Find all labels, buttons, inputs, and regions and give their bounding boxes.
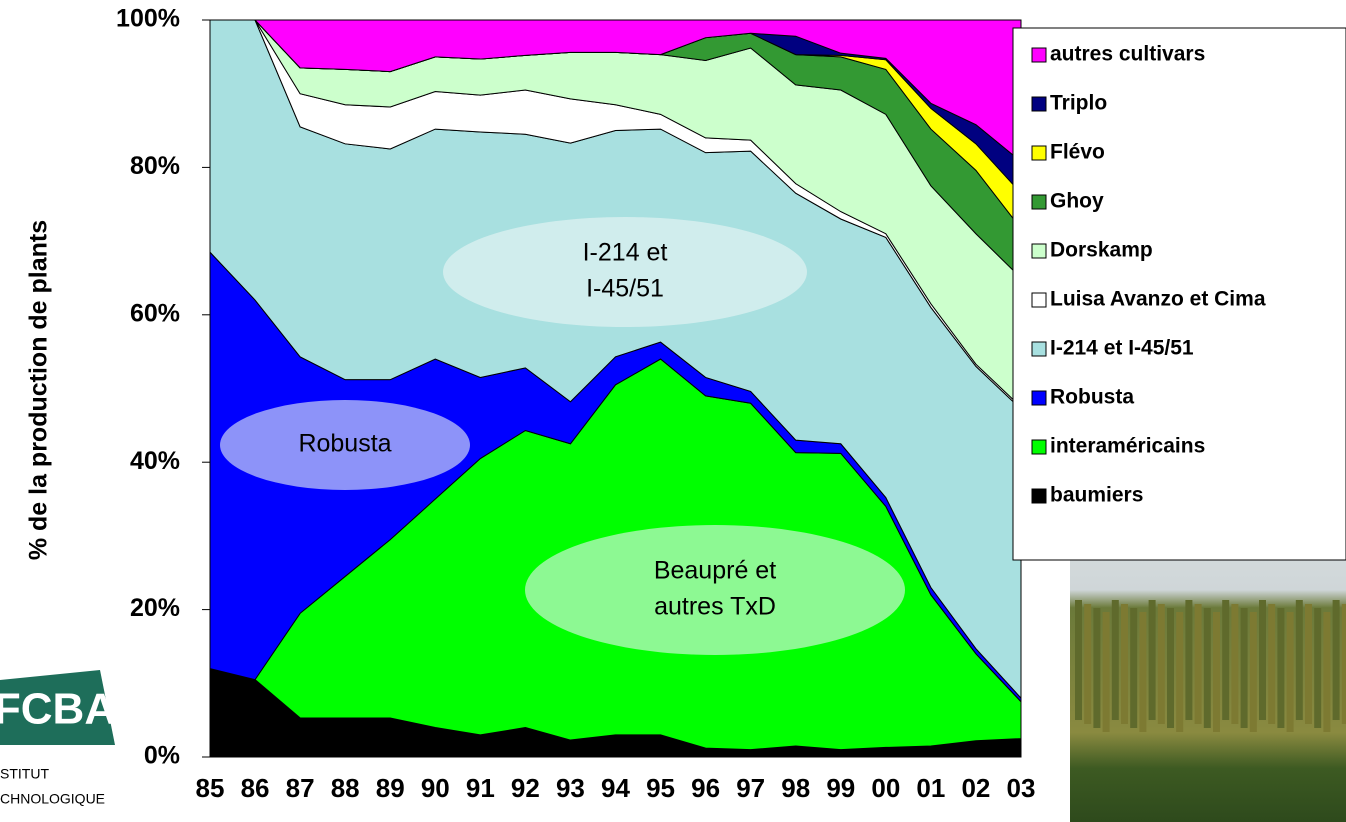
tree <box>1231 604 1239 724</box>
annotation: I-214 et <box>583 239 668 267</box>
tree <box>1314 608 1322 728</box>
x-tick-label: 89 <box>376 773 405 803</box>
tree <box>1194 604 1202 724</box>
tree <box>1157 604 1165 724</box>
tree <box>1295 600 1303 720</box>
legend <box>1012 27 1346 561</box>
tree <box>1332 600 1340 720</box>
x-tick-label: 91 <box>466 773 495 803</box>
legend-label: Luisa Avanzo et Cima <box>1050 288 1266 311</box>
y-tick-label: 60% <box>130 299 180 327</box>
x-tick-label: 94 <box>601 773 630 803</box>
tree <box>1268 604 1276 724</box>
legend-label: baumiers <box>1050 484 1143 507</box>
x-tick-label: 00 <box>871 773 900 803</box>
x-tick-label: 85 <box>196 773 225 803</box>
x-tick-label: 02 <box>961 773 990 803</box>
legend-label: interaméricains <box>1050 435 1205 458</box>
tree <box>1203 608 1211 728</box>
x-tick-label: 93 <box>556 773 585 803</box>
tree <box>1341 604 1346 724</box>
tree <box>1121 604 1128 724</box>
tree <box>1084 604 1092 724</box>
x-tick-label: 87 <box>286 773 315 803</box>
annotation-ellipse <box>220 400 470 490</box>
tree <box>1259 600 1266 720</box>
tree <box>1176 612 1184 732</box>
tree <box>1185 600 1193 720</box>
y-tick-label: 0% <box>144 742 180 770</box>
tree <box>1102 612 1110 732</box>
legend-label: Ghoy <box>1050 190 1104 213</box>
tree <box>1213 612 1220 732</box>
x-tick-label: 88 <box>331 773 360 803</box>
x-tick-label: 97 <box>736 773 765 803</box>
x-tick-label: 90 <box>421 773 450 803</box>
annotation-ellipse <box>443 217 807 327</box>
logo-line: CHNOLOGIQUE <box>0 791 105 807</box>
legend-swatch <box>1031 243 1047 259</box>
x-tick-label: 98 <box>781 773 810 803</box>
legend-label: Flévo <box>1050 141 1105 164</box>
x-tick-label: 95 <box>646 773 675 803</box>
legend-label: Dorskamp <box>1050 239 1153 262</box>
tree <box>1305 604 1312 724</box>
tree <box>1148 600 1156 720</box>
annotation-ellipse <box>525 525 905 655</box>
y-tick-label: 40% <box>130 447 180 475</box>
tree <box>1222 600 1230 720</box>
tree <box>1130 608 1138 728</box>
x-tick-label: 92 <box>511 773 540 803</box>
x-tick-label: 01 <box>916 773 945 803</box>
legend-swatch <box>1031 390 1047 406</box>
y-tick-label: 100% <box>116 5 180 33</box>
x-tick-label: 03 <box>1007 773 1036 803</box>
y-tick-label: 20% <box>130 594 180 622</box>
legend-swatch <box>1031 194 1047 210</box>
legend-swatch <box>1031 439 1047 455</box>
logo-shape <box>0 670 115 745</box>
annotation: Robusta <box>298 430 391 458</box>
tree <box>1277 608 1285 728</box>
legend-label: Robusta <box>1050 386 1134 409</box>
tree <box>1167 608 1174 728</box>
photo-trees <box>1075 600 1346 732</box>
tree <box>1075 600 1082 720</box>
legend-swatch <box>1031 47 1047 63</box>
annotation: I-45/51 <box>586 275 664 303</box>
tree <box>1093 608 1101 728</box>
y-tick-label: 80% <box>130 152 180 180</box>
legend-swatch <box>1031 96 1047 112</box>
legend-swatch <box>1031 341 1047 357</box>
legend-label: I-214 et I-45/51 <box>1050 337 1194 360</box>
tree <box>1139 612 1147 732</box>
logo-text: FCBA <box>0 685 116 734</box>
legend-label: Triplo <box>1050 92 1107 115</box>
tree <box>1323 612 1331 732</box>
plot <box>202 19 1022 758</box>
x-tick-label: 99 <box>826 773 855 803</box>
y-axis-label: % de la production de plants <box>25 220 53 560</box>
tree <box>1240 608 1248 728</box>
x-tick-label: 96 <box>691 773 720 803</box>
legend-label: autres cultivars <box>1050 43 1205 66</box>
logo-line: STITUT <box>0 766 49 782</box>
legend-swatch <box>1031 488 1047 504</box>
annotation: Beaupré et <box>654 557 776 585</box>
tree <box>1111 600 1119 720</box>
legend-swatch <box>1031 145 1047 161</box>
x-tick-label: 86 <box>241 773 270 803</box>
tree <box>1286 612 1294 732</box>
legend-swatch <box>1031 292 1047 308</box>
annotation: autres TxD <box>654 593 776 621</box>
tree <box>1249 612 1257 732</box>
